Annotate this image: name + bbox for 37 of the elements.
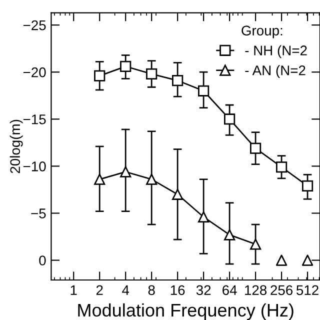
- x-tick-label: 512: [296, 285, 318, 296]
- point: [302, 180, 314, 192]
- point: [146, 68, 158, 80]
- x-tick-label: 32: [196, 285, 211, 296]
- point: [276, 162, 288, 173]
- point: [198, 85, 210, 96]
- x-tick-label: 64: [222, 285, 237, 296]
- legend-title: Group:: [242, 26, 282, 38]
- y-tick-label: −5: [31, 208, 46, 218]
- point: [94, 174, 106, 185]
- point: [250, 142, 262, 154]
- y-tick-label: −20: [23, 67, 46, 78]
- y-tick-label: −15: [23, 114, 46, 124]
- x-tick-label: 8: [148, 285, 155, 296]
- point: [224, 114, 236, 125]
- x-tick-label: 16: [170, 285, 185, 296]
- y-tick-label: 0: [39, 256, 46, 266]
- point: [250, 238, 262, 250]
- legend-label: - AN (N=2: [245, 65, 306, 78]
- point: [120, 166, 132, 178]
- y-axis-title: 20log(m): [10, 120, 23, 174]
- point: [94, 70, 106, 82]
- x-tick-label: 128: [245, 285, 267, 296]
- x-tick-label: 2: [96, 285, 103, 295]
- point: [120, 60, 132, 72]
- point: [172, 74, 184, 86]
- point: [198, 211, 210, 223]
- legend-label: - NH (N=2: [245, 45, 307, 58]
- point: [224, 229, 236, 240]
- y-tick-label: −10: [23, 161, 46, 172]
- point: [172, 188, 184, 200]
- x-tick-label: 4: [122, 285, 130, 295]
- x-axis-title: Modulation Frequency (Hz): [78, 303, 294, 320]
- x-tick-label: 256: [270, 285, 293, 296]
- point: [146, 174, 158, 185]
- y-tick-label: −25: [23, 20, 46, 30]
- x-tick-label: 1: [70, 285, 77, 295]
